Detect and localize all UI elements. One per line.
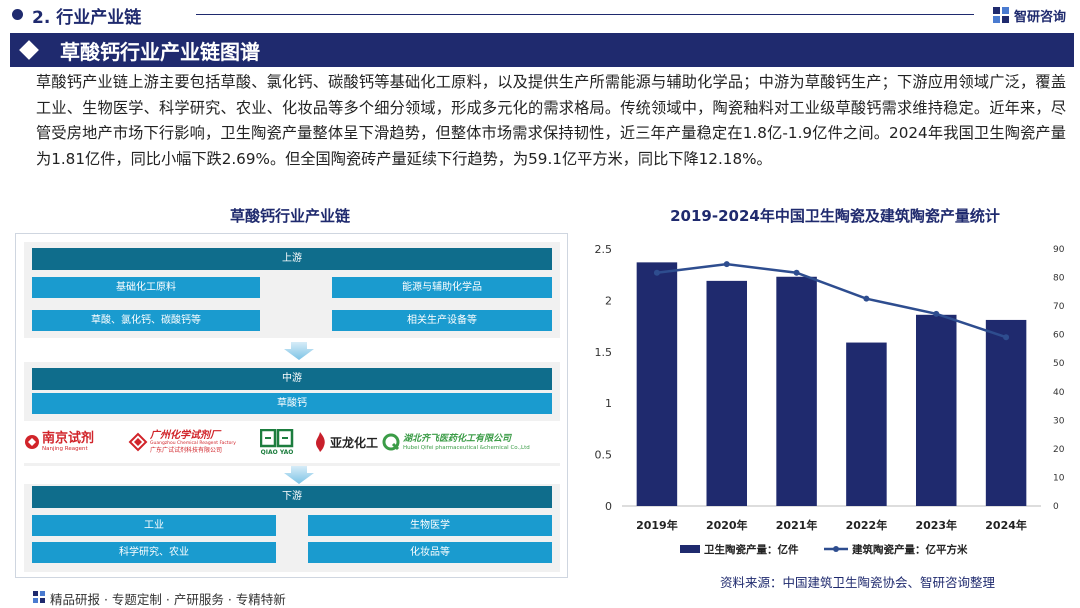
right-tick-label: 90: [1053, 245, 1065, 255]
legend-bar-swatch: [680, 545, 700, 553]
right-tick-label: 20: [1053, 445, 1065, 455]
upstream-item: 相关生产设备等: [332, 310, 552, 331]
diamond-icon: [19, 40, 39, 60]
series-line: [656, 262, 1007, 339]
right-tick-label: 0: [1053, 502, 1059, 512]
left-tick-label: 0: [605, 500, 612, 513]
right-tick-label: 10: [1053, 473, 1065, 483]
legend-label: 建筑陶瓷产量：亿平方米: [851, 543, 968, 556]
logo-guangzhou-reagent: 广州化学试剂厂 Guangzhou Chemical Reagent Facto…: [128, 427, 236, 457]
brand-logo-icon: [993, 7, 1009, 23]
right-axis: 0 10 20 30 40 50 60 70 80 90: [1053, 245, 1065, 512]
line-point: [1003, 334, 1010, 341]
right-tick-label: 60: [1053, 331, 1065, 341]
x-tick-label: 2020年: [706, 518, 748, 532]
bar: [776, 276, 817, 506]
section-title: 2. 行业产业链: [32, 8, 142, 28]
nanjing-reagent-icon: [25, 435, 39, 449]
brand: 智研咨询: [992, 5, 1066, 25]
grid-icon: [33, 591, 45, 603]
logo-yalong-chemical: 亚龙化工: [312, 427, 378, 457]
right-tick-label: 80: [1053, 274, 1065, 284]
footer-bar: 精品研报 · 专题定制 · 产研服务 · 专精特新: [0, 588, 1080, 608]
bar: [706, 280, 748, 506]
left-tick-label: 1: [605, 397, 612, 410]
brand-name: 智研咨询: [1014, 9, 1067, 25]
downstream-section: 下游 工业 生物医学 科学研究、农业 化妆品等: [24, 484, 560, 572]
downstream-header: 下游: [32, 486, 552, 508]
bar-series: [636, 262, 1027, 506]
upstream-item: 能源与辅助化学品: [332, 277, 552, 298]
page-title: 草酸钙行业产业链图谱: [60, 40, 260, 64]
header-divider: [196, 14, 974, 15]
down-arrow-icon: [284, 342, 314, 360]
right-tick-label: 50: [1053, 359, 1065, 369]
x-tick-label: 2022年: [846, 518, 888, 532]
line-point: [933, 310, 940, 317]
downstream-item: 化妆品等: [308, 542, 552, 563]
bar: [846, 342, 887, 506]
x-axis: 2019年 2020年 2021年 2022年 2023年 2024年: [636, 518, 1027, 532]
legend-line-marker: [833, 546, 839, 552]
x-tick-label: 2024年: [985, 518, 1027, 532]
downstream-item: 科学研究、农业: [32, 542, 276, 563]
left-tick-label: 1.5: [595, 346, 613, 359]
footer-slogan: 精品研报 · 专题定制 · 产研服务 · 专精特新: [50, 592, 286, 607]
line-point: [793, 269, 800, 276]
chart-title: 2019-2024年中国卫生陶瓷及建筑陶瓷产量统计: [670, 207, 1000, 225]
legend-label: 卫生陶瓷产量：亿件: [704, 543, 799, 556]
left-tick-label: 2.5: [595, 243, 613, 256]
qiao-yao-icon: [260, 428, 294, 447]
line-point: [863, 295, 870, 302]
line-series: [653, 261, 1010, 341]
source-note: 资料来源：中国建筑卫生陶瓷协会、智研咨询整理: [720, 575, 996, 590]
line-point: [653, 269, 660, 276]
company-logos: 南京试剂 Nanjing Reagent 广州化学试剂厂 Guangzhou C…: [24, 421, 560, 463]
industry-chain-panel: 上游 基础化工原料 能源与辅助化学品 草酸、氯化钙、碳酸钙等 相关生产设备等 中…: [15, 233, 568, 578]
x-tick-label: 2023年: [915, 518, 957, 532]
intro-paragraph: 草酸钙产业链上游主要包括草酸、氯化钙、碳酸钙等基础化工原料，以及提供生产所需能源…: [36, 73, 1066, 168]
guangzhou-reagent-icon: [128, 432, 148, 452]
x-tick-label: 2021年: [776, 518, 818, 532]
bar: [636, 262, 678, 506]
right-tick-label: 70: [1053, 302, 1065, 312]
upstream-header: 上游: [32, 248, 552, 270]
logo-nanjing-reagent: 南京试剂 Nanjing Reagent: [24, 427, 94, 457]
upstream-section: 上游 基础化工原料 能源与辅助化学品 草酸、氯化钙、碳酸钙等 相关生产设备等: [24, 242, 560, 338]
chart-legend: 卫生陶瓷产量：亿件 建筑陶瓷产量：亿平方米: [680, 543, 968, 556]
midstream-product: 草酸钙: [32, 393, 552, 414]
line-point: [723, 261, 730, 268]
left-tick-label: 0.5: [595, 449, 613, 462]
left-axis: 0 0.5 1 1.5 2 2.5: [595, 243, 613, 513]
right-tick-label: 30: [1053, 416, 1065, 426]
logo-hubei-qifei: 湖北齐飞医药化工有限公司 Hubei Qifei pharmaceutical …: [382, 427, 530, 457]
x-tick-label: 2019年: [636, 518, 678, 532]
title-banner: 草酸钙行业产业链图谱: [10, 33, 1074, 67]
bar: [985, 319, 1027, 506]
bullet-dot-icon: [12, 9, 23, 20]
yalong-flame-icon: [316, 432, 325, 452]
chain-subtitle: 草酸钙行业产业链: [229, 207, 350, 225]
hubei-qifei-icon: [382, 433, 400, 451]
left-tick-label: 2: [605, 294, 612, 307]
bar: [915, 314, 957, 506]
downstream-item: 生物医学: [308, 515, 552, 536]
logo-qiao-yao: QIAO YAO: [260, 427, 294, 457]
production-chart-panel: 0 0.5 1 1.5 2 2.5 0 10 20 30 40 50 60 70 80 90 2019年 20…: [586, 233, 1072, 578]
midstream-header: 中游: [32, 368, 552, 390]
right-tick-label: 40: [1053, 388, 1065, 398]
down-arrow-icon: [284, 466, 314, 484]
downstream-item: 工业: [32, 515, 276, 536]
upstream-item: 基础化工原料: [32, 277, 260, 298]
upstream-item: 草酸、氯化钙、碳酸钙等: [32, 310, 260, 331]
section-header: 2. 行业产业链 智研咨询: [0, 0, 1080, 30]
